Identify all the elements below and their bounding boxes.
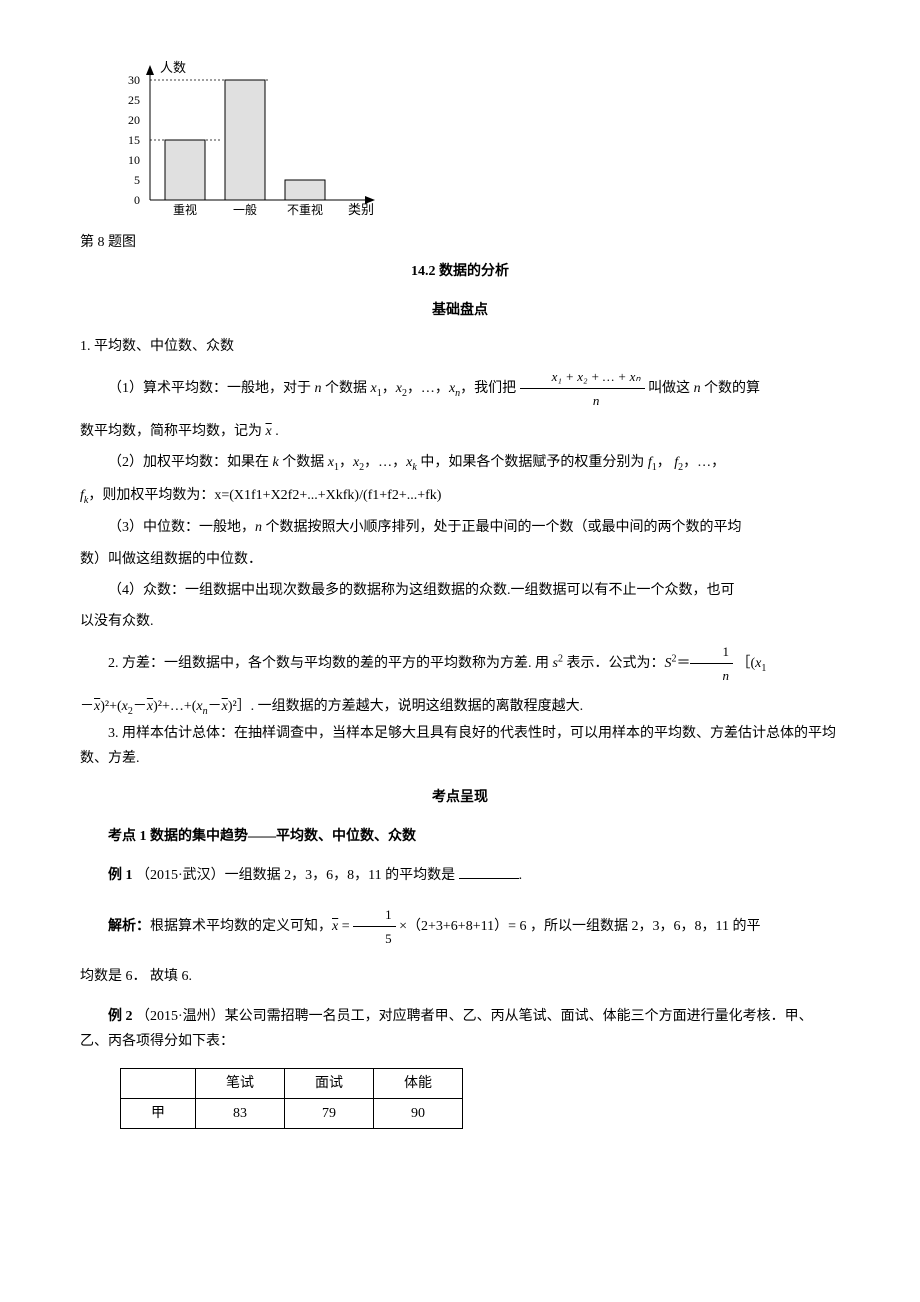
text: 2. 方差：一组数据中，各个数与平均数的差的平方的平均数称为方差. 用 <box>108 656 553 671</box>
def-weighted-mean: （2）加权平均数：如果在 k 个数据 x1，x2，…，xk 中，如果各个数据赋予… <box>80 450 840 477</box>
def-arithmetic-mean: （1）算术平均数：一般地，对于 n 个数据 x1，x2，…，xn，我们把 x₁ … <box>80 365 840 413</box>
kaodian-1: 考点 1 数据的集中趋势——平均数、中位数、众数 <box>80 824 840 849</box>
text: . <box>519 868 523 883</box>
x-bar: x <box>332 919 338 934</box>
table-header: 笔试 <box>196 1068 285 1098</box>
svg-text:一般: 一般 <box>233 202 257 217</box>
solution-label: 解析： <box>108 919 150 934</box>
table-cell: 90 <box>374 1099 463 1129</box>
text: ×（2+3+6+8+11）= 6 ，所以一组数据 2，3，6，8，11 的平 <box>396 919 761 934</box>
def-mode: （4）众数：一组数据中出现次数最多的数据称为这组数据的众数.一组数据可以有不止一… <box>80 578 840 603</box>
bar-chart-svg: 0 5 10 15 20 25 30 重视 一般 不重视 人数 类别 <box>110 60 390 220</box>
example-label: 例 2 <box>108 1009 133 1024</box>
var-n: n <box>694 381 701 396</box>
example-text: （2015·武汉）一组数据 2，3，6，8，11 的平均数是 <box>136 868 455 883</box>
example-1: 例 1 （2015·武汉）一组数据 2，3，6，8，11 的平均数是 . <box>80 863 840 888</box>
text: ［( <box>736 656 755 671</box>
def-weighted-mean-line2: fk，则加权平均数为：x=(X1f1+X2f2+...+Xkfk)/(f1+f2… <box>80 483 840 510</box>
text: 个数据 <box>322 381 371 396</box>
text: 根据算术平均数的定义可知， <box>150 919 332 934</box>
section-name: 数据的分析 <box>439 264 509 279</box>
text: ＝ <box>676 656 690 671</box>
svg-text:15: 15 <box>128 133 140 147</box>
frac-num: 1 <box>690 640 733 664</box>
table-header: 面试 <box>285 1068 374 1098</box>
text: （3）中位数：一般地， <box>108 520 255 535</box>
text: . <box>272 424 279 439</box>
text: ，…， <box>407 381 449 396</box>
fraction-mean: x₁ + x₂ + … + xₙn <box>520 365 645 413</box>
def-mode-line2: 以没有众数. <box>80 609 840 634</box>
text: （2）加权平均数：如果在 <box>108 455 273 470</box>
section-number: 14.2 <box>411 264 436 279</box>
example-text: （2015·温州）某公司需招聘一名员工，对应聘者甲、乙、丙从笔试、面试、体能三个… <box>80 1009 813 1049</box>
svg-text:10: 10 <box>128 153 140 167</box>
table-header-row: 笔试 面试 体能 <box>121 1068 463 1098</box>
svg-text:不重视: 不重视 <box>287 202 323 217</box>
frac-den: n <box>520 389 645 412</box>
text: )²+…+( <box>153 699 196 714</box>
text: 数平均数，简称平均数，记为 <box>80 424 266 439</box>
var-n: n <box>255 520 262 535</box>
def-median-line2: 数）叫做这组数据的中位数． <box>80 547 840 572</box>
text: （1）算术平均数：一般地，对于 <box>108 381 315 396</box>
example-1-solution: 解析：根据算术平均数的定义可知，x = 15 ×（2+3+6+8+11）= 6 … <box>80 903 840 951</box>
text: 中，如果各个数据赋予的权重分别为 <box>417 455 648 470</box>
frac-num: 1 <box>353 903 396 927</box>
frac-den: n <box>690 664 733 687</box>
svg-text:0: 0 <box>134 193 140 207</box>
svg-text:5: 5 <box>134 173 140 187</box>
table-row: 甲 83 79 90 <box>121 1099 463 1129</box>
svg-text:人数: 人数 <box>160 60 186 75</box>
fraction-1-n: 1n <box>690 640 733 688</box>
table-cell: 甲 <box>121 1099 196 1129</box>
section-subtitle: 基础盘点 <box>80 298 840 323</box>
svg-text:类别: 类别 <box>348 202 374 217</box>
var-n: n <box>315 381 322 396</box>
example-1-solution-line2: 均数是 6． 故填 6. <box>80 964 840 989</box>
svg-text:20: 20 <box>128 113 140 127</box>
frac-den: 5 <box>353 927 396 950</box>
text: ，则加权平均数为：x=(X1f1+X2f2+...+Xkfk)/(f1+f2+.… <box>88 488 441 503</box>
text: － <box>133 699 147 714</box>
text: 叫做这 <box>645 381 694 396</box>
def-arithmetic-mean-line2: 数平均数，简称平均数，记为 x . <box>80 419 840 444</box>
text: 个数的算 <box>701 381 761 396</box>
svg-text:重视: 重视 <box>173 202 197 217</box>
topic-1: 1. 平均数、中位数、众数 <box>80 334 840 359</box>
blank-input <box>459 878 519 879</box>
table-cell: 79 <box>285 1099 374 1129</box>
text: － <box>80 699 94 714</box>
section-title: 14.2 数据的分析 <box>80 259 840 284</box>
table-cell: 83 <box>196 1099 285 1129</box>
svg-text:30: 30 <box>128 73 140 87</box>
text: ， <box>382 381 396 396</box>
kaodian-title: 考点呈现 <box>80 785 840 810</box>
def-variance: 2. 方差：一组数据中，各个数与平均数的差的平方的平均数称为方差. 用 s2 表… <box>80 640 840 688</box>
figure-caption: 第 8 题图 <box>80 230 840 255</box>
scores-table: 笔试 面试 体能 甲 83 79 90 <box>120 1068 463 1129</box>
def-variance-line2: －x)²+(x2－x)²+…+(xn－x)²］. 一组数据的方差越大，说明这组数… <box>80 694 840 721</box>
text: )²］. 一组数据的方差越大，说明这组数据的离散程度越大. <box>228 699 583 714</box>
svg-text:25: 25 <box>128 93 140 107</box>
table-header: 体能 <box>374 1068 463 1098</box>
figure-bar-chart: 0 5 10 15 20 25 30 重视 一般 不重视 人数 类别 <box>110 60 840 220</box>
text: )²+( <box>100 699 121 714</box>
text: 个数据 <box>279 455 328 470</box>
example-label: 例 1 <box>108 868 133 883</box>
example-2: 例 2 （2015·温州）某公司需招聘一名员工，对应聘者甲、乙、丙从笔试、面试、… <box>80 1004 840 1054</box>
text: － <box>208 699 222 714</box>
def-sample-estimate: 3. 用样本估计总体：在抽样调查中，当样本足够大且具有良好的代表性时，可以用样本… <box>80 721 840 771</box>
text: 个数据按照大小顺序排列，处于正最中间的一个数（或最中间的两个数的平均 <box>262 520 742 535</box>
frac-num: x₁ + x₂ + … + xₙ <box>520 365 645 389</box>
table-header <box>121 1068 196 1098</box>
def-median: （3）中位数：一般地，n 个数据按照大小顺序排列，处于正最中间的一个数（或最中间… <box>80 515 840 540</box>
text: 表示．公式为： <box>563 656 665 671</box>
text: ，…， <box>683 455 725 470</box>
text: ，我们把 <box>460 381 520 396</box>
fraction-1-5: 15 <box>353 903 396 951</box>
